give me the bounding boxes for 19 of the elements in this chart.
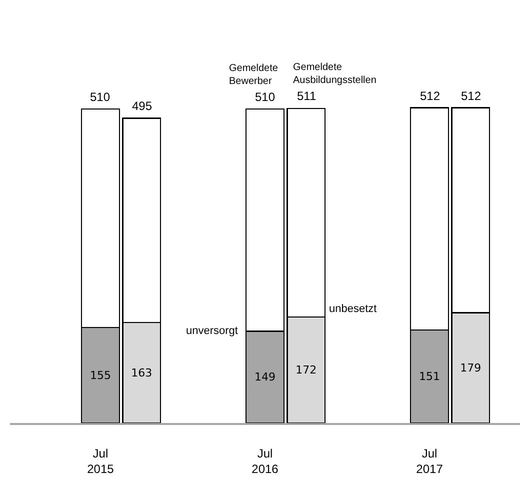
data-label: 149 <box>254 370 276 384</box>
total-label: 510 <box>90 90 110 104</box>
text: Gemeldete Ausbildungsstellen <box>293 62 376 86</box>
total-label: 511 <box>297 89 316 103</box>
total-label: 495 <box>132 99 152 113</box>
data-label: 155 <box>90 368 111 382</box>
total-label: 510 <box>255 90 276 104</box>
x-tick-label: Jul 2015 <box>87 446 114 476</box>
x-tick-label: Jul 2017 <box>416 446 444 476</box>
data-label: 179 <box>460 361 482 374</box>
total-label: 512 <box>461 89 482 103</box>
series-label: unbesetzt <box>329 303 377 315</box>
text: Gemeldete Bewerber <box>229 63 278 87</box>
total-label: 512 <box>420 89 440 103</box>
x-tick-label: Jul 2016 <box>252 446 279 476</box>
series-label: unversorgt <box>186 325 238 337</box>
data-label: 151 <box>419 370 440 384</box>
data-label: 163 <box>131 366 152 380</box>
data-label: 172 <box>296 364 317 377</box>
